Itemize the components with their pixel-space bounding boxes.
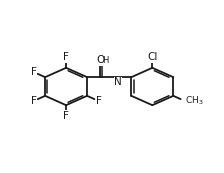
Text: Cl: Cl [147, 52, 157, 62]
Text: H: H [103, 56, 109, 65]
Text: O: O [96, 55, 104, 65]
Text: F: F [30, 67, 37, 77]
Text: F: F [63, 52, 69, 62]
Text: F: F [30, 96, 37, 106]
Text: N: N [114, 77, 121, 87]
Text: CH$_3$: CH$_3$ [185, 95, 204, 107]
Text: F: F [96, 96, 102, 106]
Text: F: F [63, 111, 69, 121]
